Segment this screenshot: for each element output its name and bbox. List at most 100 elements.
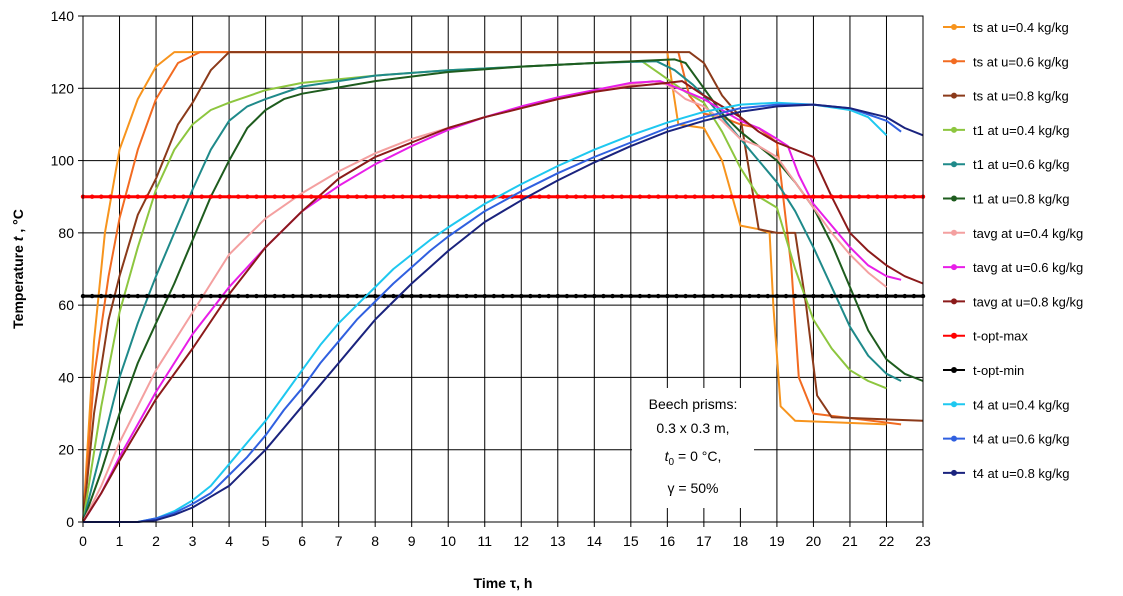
series-marker [336,293,341,299]
series-marker [190,293,195,299]
series-marker [564,293,570,299]
annotation-box: Beech prisms: 0.3 x 0.3 m, t0 = 0 °C, γ … [632,388,754,508]
series-line [82,80,924,523]
series-marker [592,194,597,199]
legend-label: t-opt-min [973,363,1024,378]
annotation-line-3: t0 = 0 °C, [665,448,722,468]
x-tick-label: 3 [189,533,197,549]
series-marker [135,293,140,299]
series-marker [756,293,761,299]
series-marker [592,293,597,299]
series-marker [108,194,113,199]
series-marker [875,194,880,199]
series-marker [783,293,789,299]
series-marker [491,293,497,299]
series-marker [208,194,214,199]
series-marker [582,293,588,299]
x-tick-label: 22 [879,533,895,549]
x-tick-label: 0 [79,533,87,549]
series-marker [692,194,697,199]
series-marker [126,194,131,199]
x-tick-label: 10 [440,533,456,549]
legend-marker [951,298,957,305]
series-marker [446,194,451,199]
series-marker [181,194,186,199]
y-tick-label: 80 [58,225,74,241]
legend-marker [951,229,957,236]
series-marker [582,194,588,199]
x-tick-label: 1 [116,533,124,549]
legend-item: t4 at u=0.4 kg/kg [943,397,1069,412]
series-marker [628,194,634,199]
series-marker [519,293,524,299]
series-marker [911,293,917,299]
series-marker [820,194,825,199]
series-marker [692,293,697,299]
series-marker [199,293,204,299]
series-marker [747,293,752,299]
series-marker [208,293,214,299]
series-marker [409,194,414,199]
series-marker [738,293,743,299]
x-axis-title: Time τ, h [474,575,533,591]
x-tick-label: 17 [696,533,712,549]
series-marker [245,293,250,299]
series-marker [226,293,232,299]
series-marker [820,293,825,299]
series-marker [153,293,159,299]
annotation-line-4: γ = 50% [668,480,719,496]
series-marker [756,194,761,199]
series-marker [674,194,679,199]
series-marker [710,194,716,199]
series-marker [546,194,551,199]
series-marker [272,293,277,299]
series-marker [856,293,862,299]
series-marker [537,293,542,299]
series-marker [372,194,378,199]
legend-item: t-opt-min [943,363,1024,378]
series-marker [89,293,95,299]
series-marker [427,293,433,299]
legend-item: t1 at u=0.8 kg/kg [943,192,1069,207]
legend-label: t1 at u=0.8 kg/kg [973,192,1069,207]
series-line [82,80,902,523]
series-marker [519,194,524,199]
legend-marker [951,126,957,133]
series-marker [573,293,579,299]
series-marker [199,194,204,199]
series-marker [354,194,360,199]
series-marker [236,194,241,199]
series-marker [838,293,844,299]
y-tick-label: 0 [66,514,74,530]
series-marker [619,293,624,299]
series-marker [162,293,168,299]
y-tick-label: 20 [58,442,74,458]
series-marker [601,194,606,199]
legend-marker [951,401,957,408]
series-marker [482,194,487,199]
series-marker [866,194,871,199]
series-marker [792,293,798,299]
series-marker [436,293,442,299]
series-marker [190,194,195,199]
series-marker [683,194,688,199]
x-tick-label: 11 [477,533,492,549]
series-marker [884,194,889,199]
series-marker [710,293,716,299]
series-marker [646,194,652,199]
x-tick-label: 7 [335,533,343,549]
series-marker [391,293,396,299]
series-marker [856,194,862,199]
series-marker [409,293,414,299]
series-marker [802,293,807,299]
y-axis-title: Temperature t , °C [10,209,26,329]
series-marker [382,194,387,199]
legend-marker [951,469,957,476]
series-marker [893,293,898,299]
y-tick-label: 140 [51,8,75,24]
series-line [83,103,902,523]
series-marker [802,194,807,199]
y-tick-label: 100 [51,153,75,169]
x-tick-label: 21 [842,533,858,549]
plot-area-border [82,15,924,523]
